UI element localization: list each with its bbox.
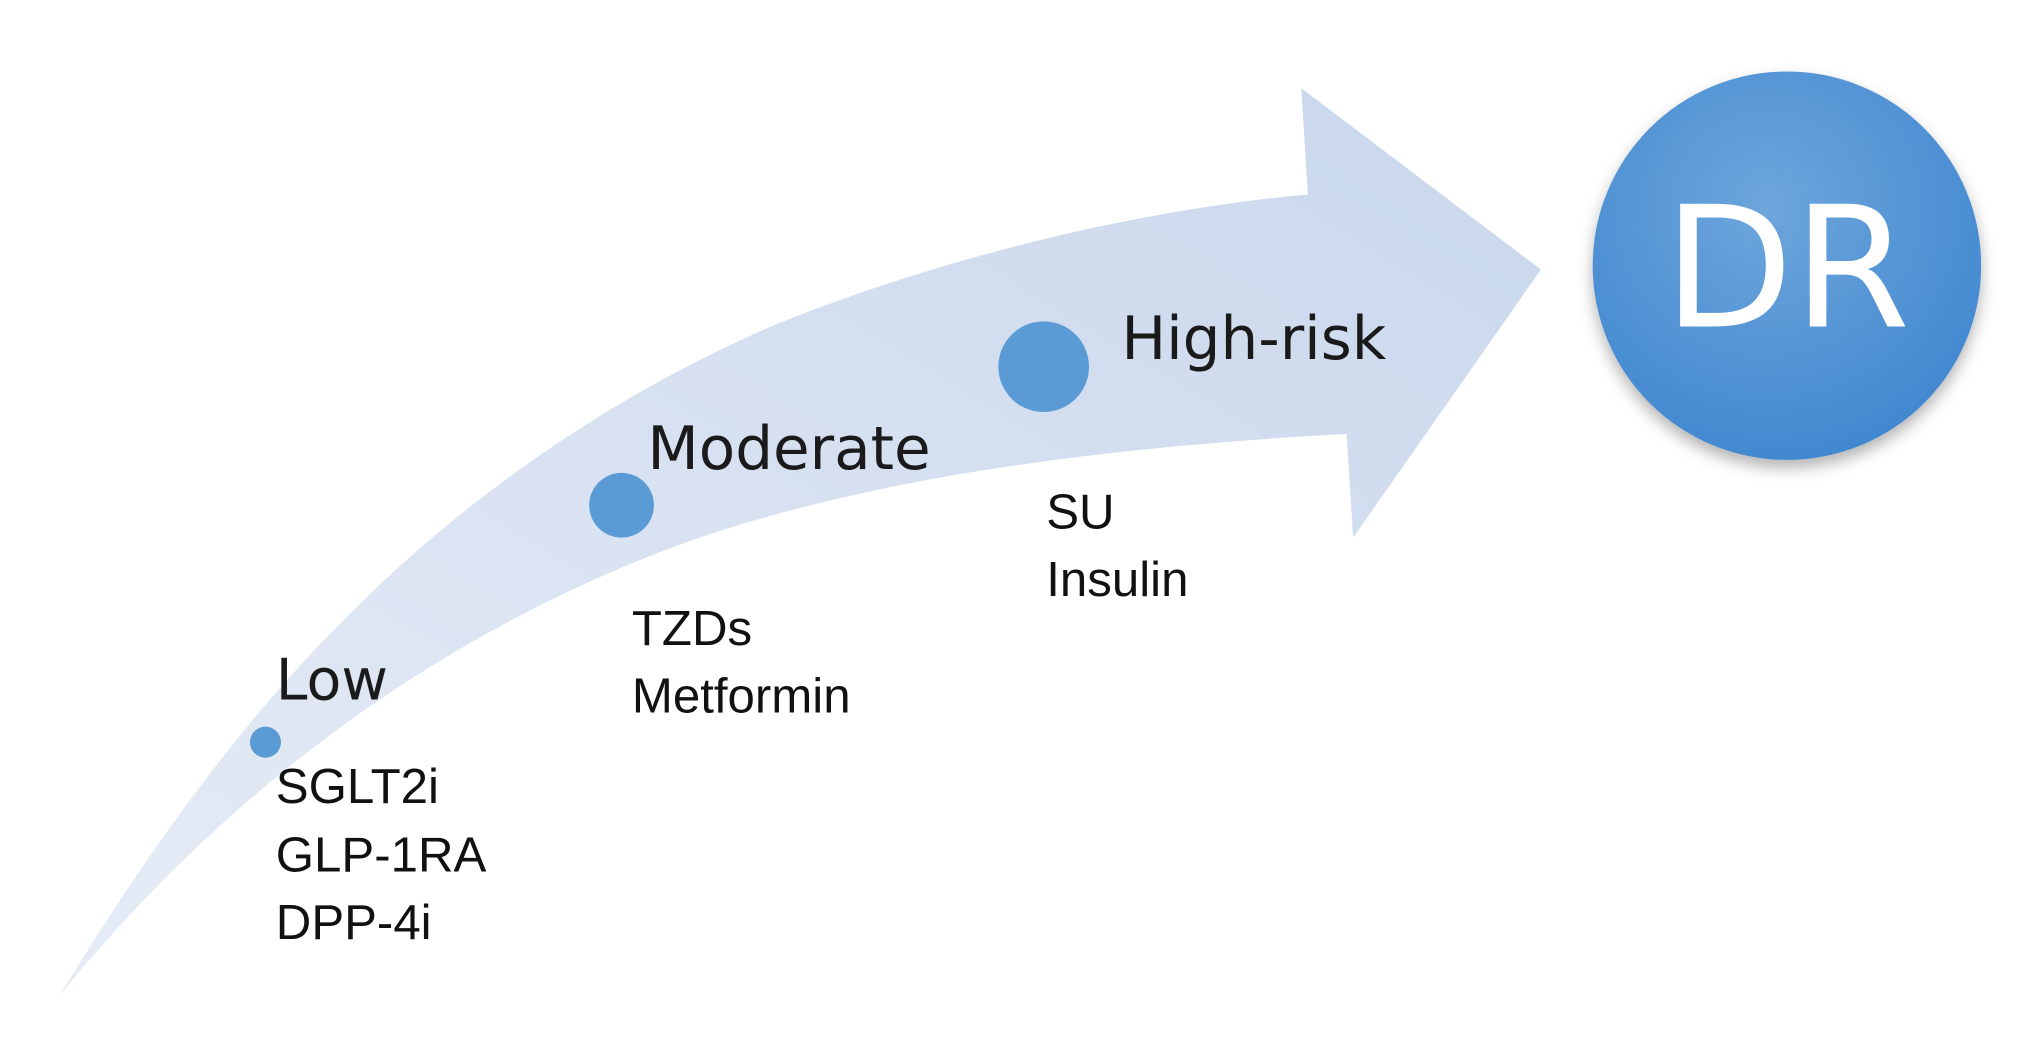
- stage-label: Low: [276, 647, 388, 713]
- outcome-circle: [1592, 71, 1982, 460]
- stage-label: High-risk: [1121, 305, 1386, 374]
- low-dot: [249, 726, 281, 758]
- drug: TZDs: [632, 601, 752, 656]
- outcome-label: DR: [1664, 171, 1911, 367]
- moderate-dot: [589, 472, 654, 538]
- drug: Insulin: [1046, 552, 1188, 607]
- stage-label: Moderate: [647, 415, 930, 484]
- drug: SGLT2i: [276, 759, 439, 814]
- drug: GLP-1RA: [276, 828, 487, 883]
- progression-arrow: [58, 88, 1541, 998]
- drug: SU: [1046, 485, 1114, 540]
- drug: Metformin: [632, 668, 851, 723]
- drug: DPP-4i: [276, 895, 432, 950]
- high-risk-dot: [998, 321, 1089, 412]
